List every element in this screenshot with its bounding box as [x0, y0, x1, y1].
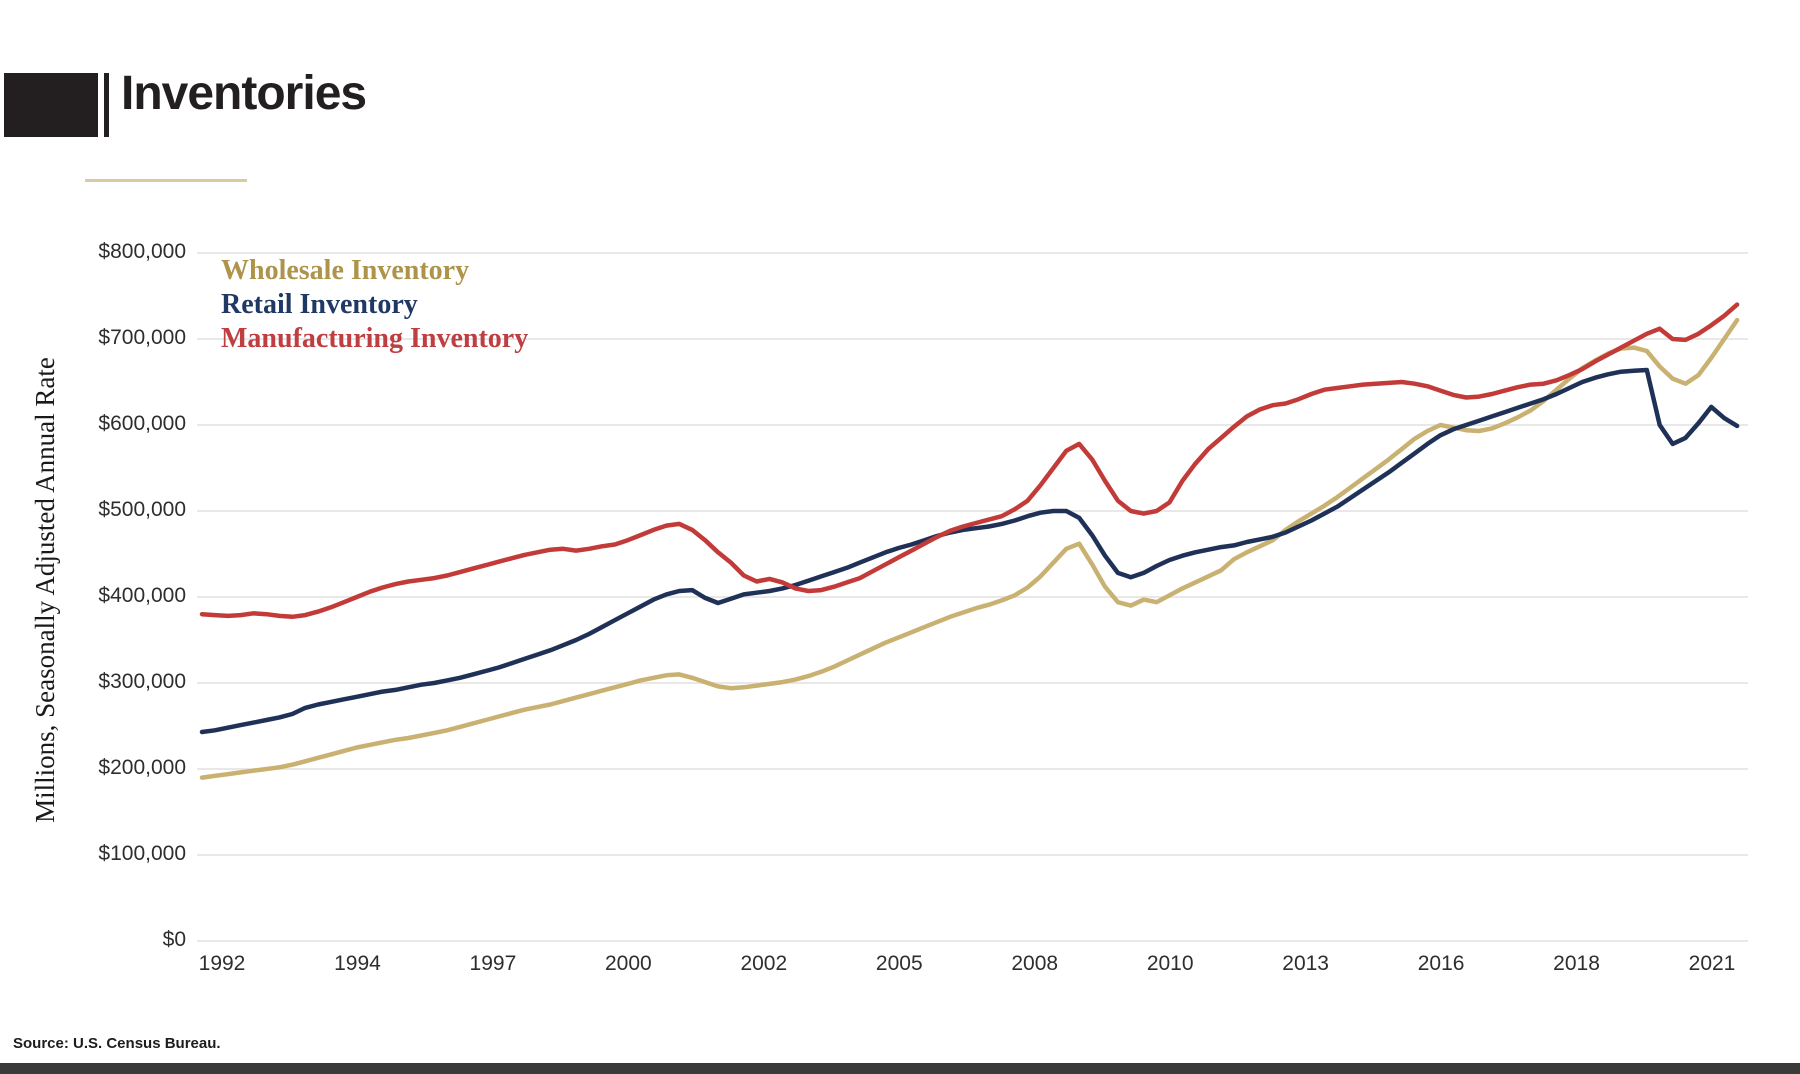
- y-tick-label: $800,000: [98, 240, 186, 263]
- title-accent-block: [4, 73, 98, 137]
- legend-manufacturing-inventory: Manufacturing Inventory: [221, 323, 529, 354]
- x-tick-label: 2002: [740, 952, 788, 975]
- x-tick-label: 2018: [1553, 952, 1600, 975]
- y-tick-label: $300,000: [98, 670, 186, 693]
- legend-retail-inventory: Retail Inventory: [221, 289, 418, 320]
- legend-wholesale-inventory: Wholesale Inventory: [221, 255, 470, 286]
- y-tick-label: $400,000: [98, 584, 186, 607]
- series-line-manufacturing-inventory: [199, 302, 1740, 620]
- x-tick-label: 2008: [1011, 952, 1059, 975]
- series-line-retail-inventory: [199, 367, 1740, 735]
- x-tick-label: 2016: [1417, 952, 1465, 975]
- x-tick-label: 2010: [1146, 952, 1194, 975]
- series-lines: [199, 302, 1740, 780]
- x-tick-label: 2021: [1688, 952, 1736, 975]
- page-title: Inventories: [121, 67, 367, 120]
- title-underline: [85, 179, 247, 182]
- x-tick-label: 1997: [469, 952, 517, 975]
- x-tick-label: 1992: [198, 952, 246, 975]
- source-note: Source: U.S. Census Bureau.: [13, 1035, 221, 1052]
- y-tick-label: $200,000: [98, 756, 186, 779]
- y-tick-label: $700,000: [98, 326, 186, 349]
- y-axis-title: Millions, Seasonally Adjusted Annual Rat…: [30, 357, 60, 823]
- y-tick-label: $0: [162, 928, 186, 951]
- x-tick-label: 1994: [334, 952, 381, 975]
- y-tick-label: $500,000: [98, 498, 186, 521]
- x-tick-label: 2000: [605, 952, 652, 975]
- title-accent-bar: [104, 73, 109, 137]
- bottom-bar: [0, 1063, 1800, 1074]
- x-tick-label: 2005: [875, 952, 923, 975]
- series-line-wholesale-inventory: [199, 317, 1740, 780]
- x-tick-label: 2013: [1282, 952, 1329, 975]
- chart-legend: Wholesale Inventory Retail Inventory Man…: [221, 254, 528, 356]
- y-tick-label: $100,000: [98, 842, 186, 865]
- gridlines: [197, 252, 1748, 942]
- y-tick-label: $600,000: [98, 412, 186, 435]
